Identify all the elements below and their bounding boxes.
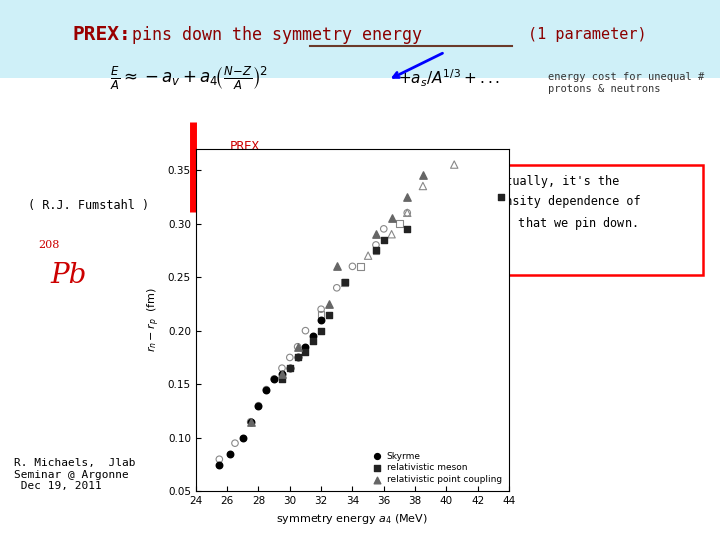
Text: $+ a_s / A^{1/3} + ...$: $+ a_s / A^{1/3} + ...$ — [398, 68, 500, 89]
relativistic meson — [323, 310, 335, 319]
relativistic point coupling — [386, 214, 397, 222]
Skyrme — [261, 385, 272, 394]
Text: density dependence of: density dependence of — [491, 195, 641, 208]
relativistic meson — [370, 246, 382, 255]
relativistic point coupling — [331, 262, 343, 271]
Point — [417, 181, 428, 190]
Point — [276, 364, 288, 373]
Point — [449, 160, 460, 169]
Skyrme — [284, 364, 296, 373]
Skyrme — [214, 460, 225, 469]
Point — [269, 375, 280, 383]
Text: R. Michaels,  Jlab
Seminar @ Argonne
 Dec 19, 2011: R. Michaels, Jlab Seminar @ Argonne Dec … — [14, 458, 135, 491]
Text: }: } — [210, 151, 231, 184]
Point — [315, 310, 327, 319]
Point — [347, 262, 359, 271]
Point — [402, 208, 413, 217]
Point — [261, 385, 272, 394]
Text: PREX:: PREX: — [72, 25, 131, 44]
Point — [394, 219, 405, 228]
Skyrme — [269, 375, 280, 383]
Point — [300, 326, 311, 335]
Point — [284, 353, 296, 362]
Text: Pb: Pb — [50, 262, 86, 289]
relativistic point coupling — [370, 230, 382, 239]
Text: error: error — [230, 154, 268, 167]
Text: energy cost for unequal #
protons & neutrons: energy cost for unequal # protons & neut… — [548, 72, 704, 93]
relativistic meson — [339, 278, 351, 287]
Skyrme — [245, 417, 256, 426]
Point — [229, 439, 240, 448]
relativistic meson — [284, 364, 296, 373]
relativistic meson — [300, 348, 311, 356]
relativistic meson — [495, 192, 507, 201]
relativistic point coupling — [402, 192, 413, 201]
Skyrme — [292, 353, 303, 362]
Text: $a_4$  that we pin down.: $a_4$ that we pin down. — [491, 215, 637, 232]
Skyrme — [276, 369, 288, 378]
Point — [315, 305, 327, 314]
Text: PREX: PREX — [230, 140, 260, 153]
Text: 208: 208 — [38, 240, 59, 250]
Bar — [483, 165, 703, 275]
Point — [386, 230, 397, 239]
Point — [402, 208, 413, 217]
relativistic point coupling — [292, 342, 303, 351]
Skyrme — [225, 450, 236, 458]
Point — [362, 251, 374, 260]
X-axis label: symmetry energy $a_4$ (MeV): symmetry energy $a_4$ (MeV) — [276, 512, 428, 526]
Point — [378, 225, 390, 233]
relativistic point coupling — [245, 417, 256, 426]
Text: ( R.J. Fumstahl ): ( R.J. Fumstahl ) — [28, 199, 149, 212]
Text: pins down the symmetry energy: pins down the symmetry energy — [132, 26, 422, 44]
Point — [253, 401, 264, 410]
relativistic point coupling — [417, 171, 428, 180]
relativistic meson — [378, 235, 390, 244]
Point — [370, 246, 382, 255]
Point — [214, 455, 225, 463]
Skyrme — [315, 315, 327, 324]
relativistic meson — [292, 353, 303, 362]
Point — [292, 342, 303, 351]
Point — [331, 284, 343, 292]
relativistic point coupling — [323, 300, 335, 308]
Text: Actually, it's the: Actually, it's the — [491, 175, 619, 188]
Skyrme — [300, 342, 311, 351]
Legend: Skyrme, relativistic meson, relativistic point coupling: Skyrme, relativistic meson, relativistic… — [369, 449, 505, 487]
Point — [370, 241, 382, 249]
relativistic meson — [276, 375, 288, 383]
Point — [245, 417, 256, 426]
Skyrme — [237, 434, 248, 442]
Point — [354, 262, 366, 271]
relativistic meson — [402, 225, 413, 233]
Text: $\frac{E}{A} \approx -a_v + a_4\!\left(\frac{N\!-\!Z}{A}\right)^{\!2}$: $\frac{E}{A} \approx -a_v + a_4\!\left(\… — [110, 64, 267, 92]
relativistic meson — [307, 337, 319, 346]
relativistic meson — [315, 326, 327, 335]
Point — [339, 278, 351, 287]
Text: (1 parameter): (1 parameter) — [528, 28, 647, 43]
Skyrme — [253, 401, 264, 410]
Text: bar: bar — [230, 168, 253, 181]
relativistic point coupling — [276, 369, 288, 378]
Skyrme — [307, 332, 319, 340]
Y-axis label: $r_n - r_p$  (fm): $r_n - r_p$ (fm) — [146, 287, 162, 353]
